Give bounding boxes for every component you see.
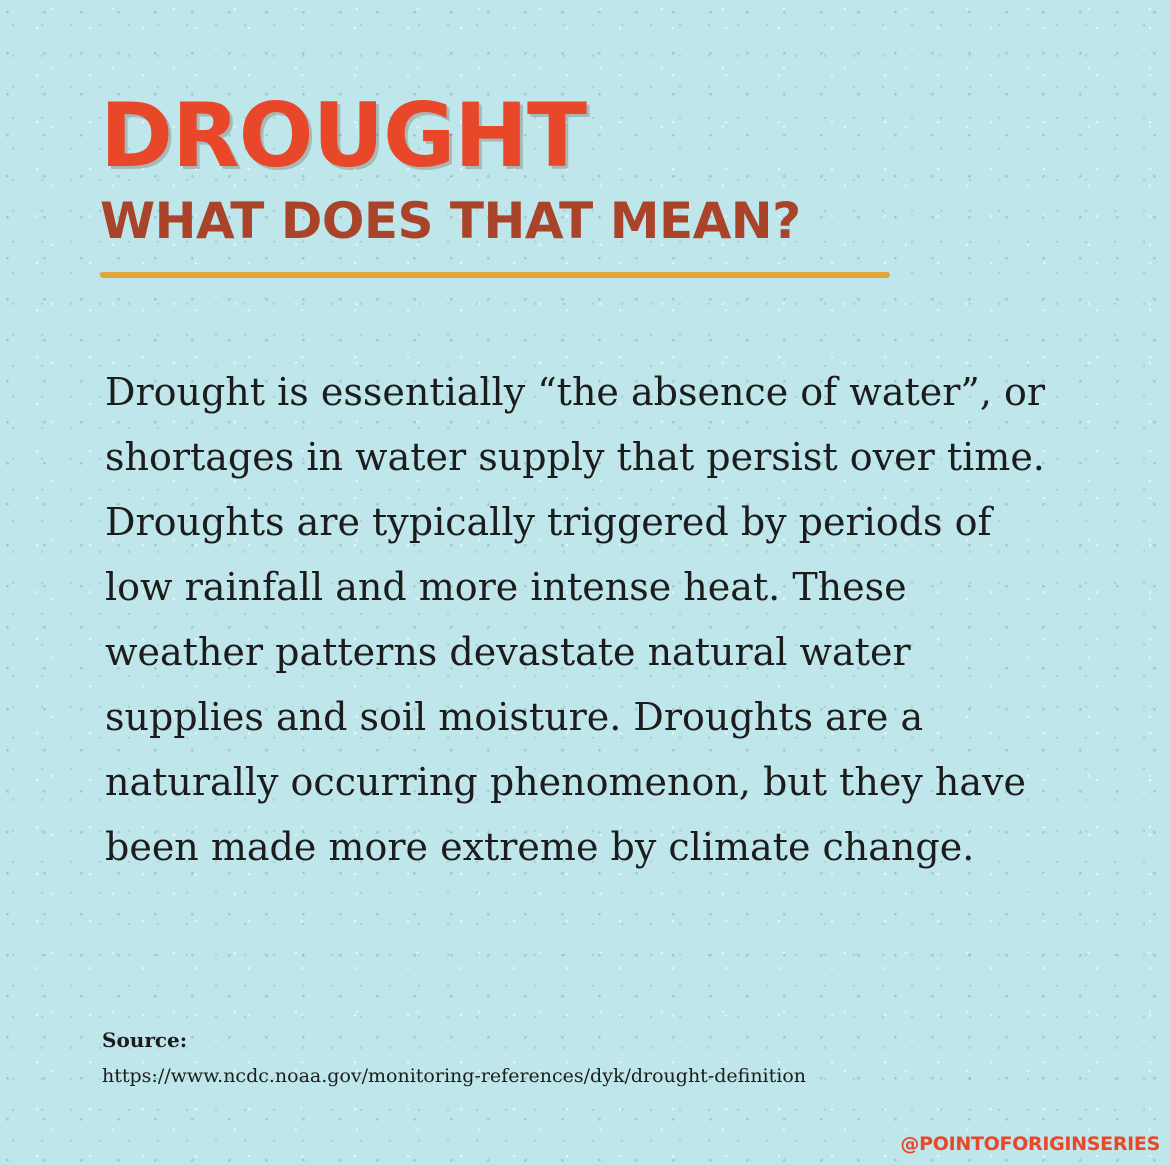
- source-label: Source:: [102, 1028, 188, 1052]
- source-url: https://www.ncdc.noaa.gov/monitoring-ref…: [102, 1065, 807, 1087]
- page-subtitle: WHAT DOES THAT MEAN?: [100, 192, 801, 250]
- definition-paragraph: Drought is essentially “the absence of w…: [105, 370, 1046, 869]
- page-title: DROUGHT: [100, 84, 587, 187]
- social-handle: @POINTOFORIGINSERIES: [900, 1133, 1160, 1155]
- divider-line: [100, 272, 890, 278]
